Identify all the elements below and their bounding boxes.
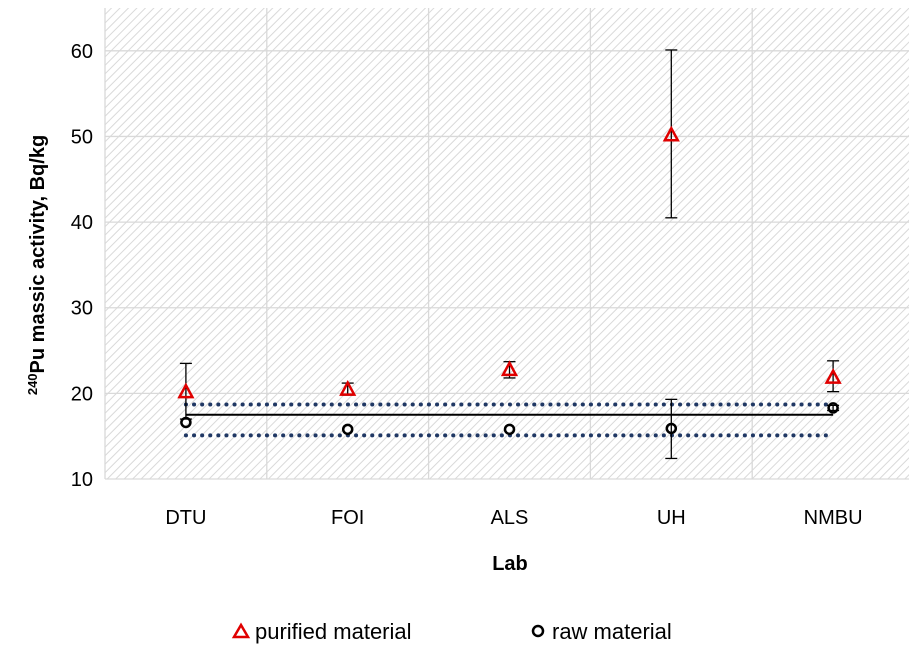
point-raw bbox=[341, 423, 354, 436]
point-purified bbox=[662, 125, 680, 142]
x-tick-label: DTU bbox=[165, 507, 206, 529]
y-tick-label: 20 bbox=[71, 383, 93, 405]
x-axis-title: Lab bbox=[492, 553, 528, 575]
point-purified bbox=[177, 382, 195, 399]
y-tick-label: 50 bbox=[71, 126, 93, 148]
y-tick-label: 60 bbox=[71, 41, 93, 63]
plot-area bbox=[105, 8, 909, 479]
point-purified bbox=[500, 360, 519, 377]
legend: purified material raw material bbox=[231, 619, 672, 644]
x-tick-label: UH bbox=[657, 507, 686, 529]
y-tick-label: 10 bbox=[71, 469, 93, 491]
x-tick-label: NMBU bbox=[804, 507, 863, 529]
y-tick-label: 30 bbox=[71, 298, 93, 320]
point-raw bbox=[827, 402, 839, 414]
point-raw bbox=[503, 423, 516, 436]
legend-label-purified: purified material bbox=[255, 619, 412, 644]
y-axis-title: 240Pu massic activity, Bq/kg bbox=[25, 135, 49, 395]
x-tick-label: ALS bbox=[491, 507, 529, 529]
legend-triangle-icon bbox=[231, 622, 251, 639]
x-tick-label: FOI bbox=[331, 507, 364, 529]
y-axis-title-superscript: 240 bbox=[25, 373, 40, 395]
y-tick-label: 40 bbox=[71, 212, 93, 234]
point-raw bbox=[665, 422, 678, 435]
x-axis-ticks: DTU FOI ALS UH NMBU bbox=[165, 507, 862, 529]
reference-lines bbox=[183, 402, 836, 438]
legend-circle-icon bbox=[531, 624, 545, 638]
gridlines bbox=[104, 8, 909, 480]
legend-label-raw: raw material bbox=[552, 619, 672, 644]
point-purified bbox=[339, 379, 357, 396]
y-axis-title-main: Pu massic activity, Bq/kg bbox=[27, 135, 49, 374]
point-purified bbox=[824, 367, 842, 384]
y-axis-ticks: 10 20 30 40 50 60 bbox=[71, 41, 93, 491]
data-marks bbox=[177, 49, 842, 460]
point-raw bbox=[180, 416, 192, 429]
